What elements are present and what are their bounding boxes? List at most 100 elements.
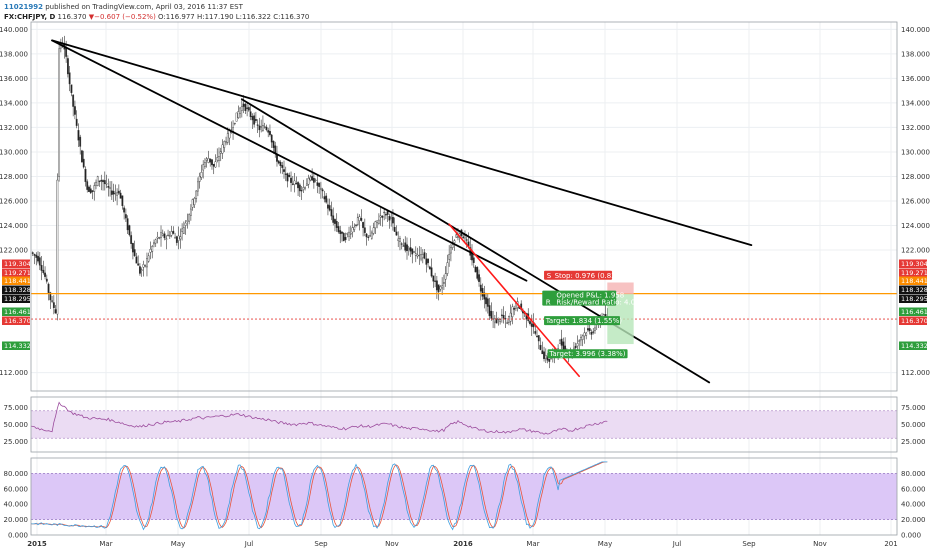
price-tag-right — [899, 276, 927, 285]
candle-body — [339, 230, 342, 235]
trendline-outer[interactable] — [51, 39, 528, 282]
candle-body — [332, 215, 335, 223]
candle-body — [293, 180, 296, 185]
candle-body — [490, 310, 493, 319]
candle-body — [91, 190, 94, 192]
candle-body — [65, 47, 68, 57]
candle-body — [442, 282, 445, 284]
candle-body — [191, 199, 194, 208]
candle-body — [370, 232, 373, 239]
candle-body — [156, 236, 159, 239]
candle-body — [223, 141, 226, 148]
price-tag-left — [2, 285, 30, 294]
candle-body — [262, 125, 264, 131]
candle-body — [397, 238, 400, 241]
trendline-upper[interactable] — [51, 39, 753, 247]
candle-body — [165, 238, 168, 240]
price-tag-right — [899, 285, 927, 294]
candle-body — [100, 179, 103, 182]
candle-body — [411, 248, 414, 255]
candle-body — [154, 239, 157, 244]
trendlines[interactable] — [51, 39, 753, 384]
candle-body — [341, 231, 343, 234]
candle-body — [407, 248, 410, 250]
candle-body — [581, 335, 584, 340]
candle-body — [328, 205, 331, 211]
candle-body — [430, 267, 433, 277]
candle-body — [276, 154, 278, 162]
candle-body — [488, 305, 491, 317]
candle-body — [240, 105, 243, 111]
candle-body — [435, 280, 438, 291]
candle-body — [541, 350, 544, 355]
candle-body — [109, 187, 111, 189]
candle-body — [439, 286, 442, 290]
candle-body — [318, 183, 321, 187]
x-tick-label: 201 — [884, 540, 897, 548]
candle-body — [455, 234, 458, 238]
axis-labels: 140.000 140.000 138.000 138.000 136.000 136.0… — [0, 26, 930, 548]
candle-body — [302, 187, 305, 190]
x-tick-label: Mar — [99, 540, 112, 548]
rsi-tick-right: 25.000 — [901, 438, 926, 446]
long-position-tool[interactable]: S Stop: 0.976 (0.82%) Opened P&L: 1.958 R Ri… — [542, 270, 640, 359]
price-tick-right: 126.000 — [901, 197, 930, 205]
candle-body — [400, 243, 403, 245]
price-change: ▼−0.607 (−0.52%) — [88, 13, 156, 21]
candle-body — [479, 284, 482, 292]
stoch-tick-left: 0.000 — [8, 532, 28, 540]
trendline-middle[interactable] — [240, 98, 711, 384]
candle-body — [79, 136, 82, 147]
candle-body — [114, 192, 117, 195]
candle-body — [583, 332, 586, 337]
candle-body — [388, 216, 391, 221]
candle-body — [96, 176, 99, 186]
candle-body — [188, 214, 191, 222]
candle-body — [476, 267, 479, 279]
candle-body — [44, 272, 46, 277]
candle-body — [472, 257, 475, 263]
candle-body — [218, 156, 220, 161]
candle-body — [205, 158, 208, 161]
stoch-tick-left: 20.000 — [4, 516, 29, 524]
x-tick-label: Jul — [244, 540, 254, 548]
candle-body — [274, 145, 277, 154]
x-tick-label: Sep — [314, 540, 328, 548]
rsi-tick-right: 50.000 — [901, 421, 926, 429]
x-tick-label: Mar — [526, 540, 539, 548]
candle-body — [167, 234, 169, 237]
price-tick-left: 134.000 — [0, 99, 28, 107]
candle-body — [316, 182, 319, 186]
rsi-tick-left: 25.000 — [4, 438, 29, 446]
candle-body — [588, 328, 591, 332]
candle-body — [457, 236, 459, 238]
pane-frame — [30, 457, 898, 536]
candle-body — [237, 111, 240, 118]
candle-body — [587, 328, 589, 331]
candle-body — [485, 297, 487, 305]
target1-label: Target: 1.834 (1.55%) — [545, 317, 622, 325]
x-tick-label: 2016 — [453, 540, 473, 548]
pnl-label: Opened P&L: 1.958 — [556, 292, 624, 300]
candle-body — [98, 180, 101, 182]
candle-body — [200, 172, 203, 178]
price-tick-left: 132.000 — [0, 124, 28, 132]
candle-body — [307, 178, 310, 185]
candle-body — [342, 233, 345, 242]
candle-body — [52, 302, 55, 309]
candle-body — [283, 169, 285, 172]
candle-body — [267, 130, 270, 133]
candle-body — [334, 219, 336, 224]
candle-body — [325, 195, 328, 203]
target2-label: Target: 3.996 (3.38%) — [548, 350, 625, 358]
x-tick-label: Nov — [813, 540, 827, 548]
candle-body — [355, 224, 357, 226]
candle-body — [198, 176, 201, 182]
price-tick-right: 122.000 — [901, 247, 930, 255]
candle-body — [564, 345, 567, 350]
candle-body — [548, 358, 551, 362]
idea-id[interactable]: 11021992 — [4, 3, 43, 11]
price-tag-text-right: 118.441 — [901, 277, 928, 285]
candle-body — [312, 177, 315, 183]
